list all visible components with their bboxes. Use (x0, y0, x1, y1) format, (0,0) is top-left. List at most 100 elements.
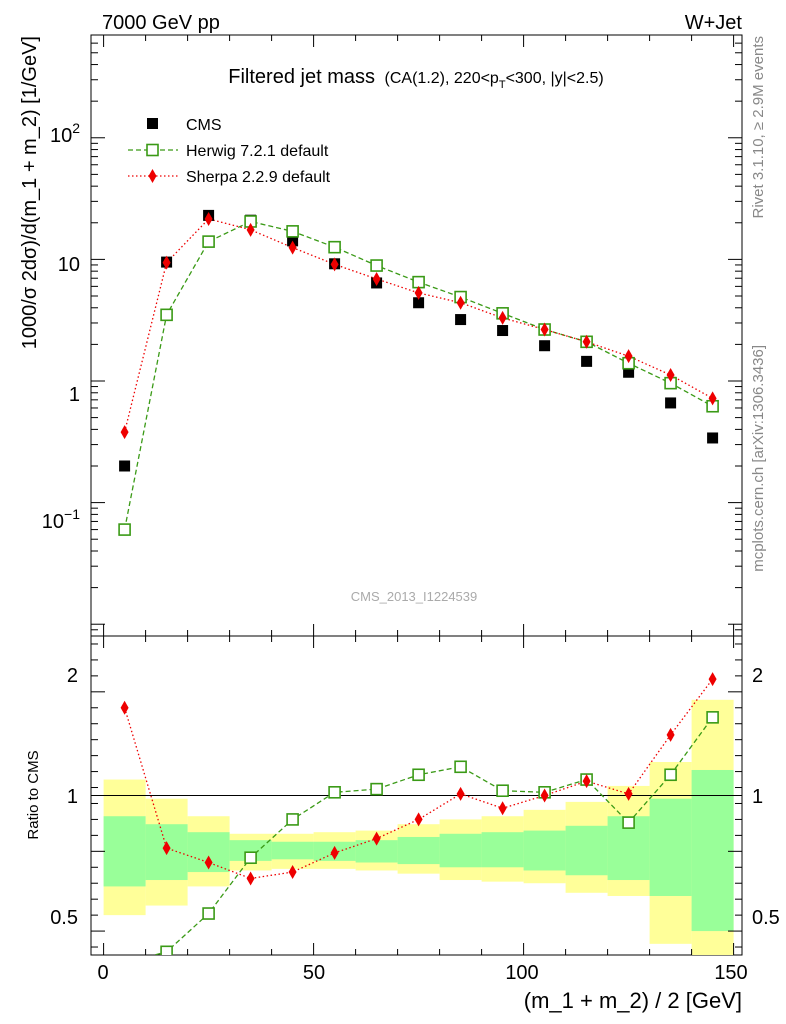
ratio-point-herwig-9 (496, 784, 509, 798)
uncertainty-bands (103, 699, 734, 955)
ratio-point-herwig-8 (454, 760, 467, 774)
main-point-herwig-5 (328, 240, 341, 254)
ratio-point-herwig-6 (370, 782, 383, 796)
ratio-point-herwig-13 (664, 768, 677, 782)
main-line-sherpa (123, 218, 713, 433)
chart-title-sub: T (499, 79, 506, 91)
ratio-point-sherpa-13 (666, 727, 675, 742)
main-point-cms-14 (707, 432, 719, 444)
main-point-cms-10 (539, 340, 551, 352)
ratio-point-herwig-1 (160, 945, 173, 955)
chart-title-detail-end: <300, |y|<2.5) (506, 70, 604, 87)
band-inner-13 (649, 798, 692, 896)
x-tick-label-150: 150 (714, 962, 747, 984)
band-inner-10 (523, 830, 566, 871)
ratio-point-sherpa-6 (372, 831, 381, 846)
band-inner-0 (103, 816, 146, 887)
ratio-point-sherpa-10 (540, 788, 549, 803)
legend-sherpa-marker (148, 169, 157, 183)
band-inner-11 (565, 825, 608, 876)
axis-ticks (91, 34, 742, 955)
ratio-point-herwig-5 (328, 786, 341, 799)
ratio-point-sherpa-9 (498, 801, 507, 816)
band-inner-4 (271, 841, 314, 860)
header-energy-label: 7000 GeV pp (102, 12, 220, 34)
legend-sherpa-label: Sherpa 2.2.9 default (186, 169, 331, 186)
main-point-sherpa-3 (246, 222, 255, 237)
ratio-point-herwig-4 (286, 813, 299, 826)
main-point-sherpa-10 (540, 322, 549, 337)
legend-cms-label: CMS (186, 117, 222, 134)
ratio-point-sherpa-4 (288, 865, 297, 880)
ratio-point-herwig-7 (412, 768, 425, 782)
ratio-point-herwig-12 (622, 816, 635, 829)
band-inner-8 (439, 833, 482, 868)
legend: CMS Herwig 7.2.1 default Sherpa 2.2.9 de… (128, 117, 331, 186)
ratio-point-sherpa-12 (624, 786, 633, 801)
main-point-cms-8 (455, 314, 467, 326)
x-tick-label-0: 0 (97, 962, 108, 984)
y-tick-label-100: 102 (50, 120, 80, 147)
band-inner-14 (691, 769, 734, 932)
main-point-sherpa-9 (498, 310, 507, 325)
x-tick-label-50: 50 (303, 962, 325, 984)
analysis-watermark: CMS_2013_I1224539 (351, 589, 478, 604)
ratio-point-herwig-14 (706, 711, 719, 724)
main-point-herwig-2 (202, 235, 215, 248)
rivet-version-label: Rivet 3.1.10, ≥ 2.9M events (750, 36, 767, 219)
x-tick-label-100: 100 (505, 962, 538, 984)
ratio-tick-label-1: 1 (67, 786, 78, 808)
ratio-series-markers (120, 672, 719, 955)
ratio-tick-label-0.5-right: 0.5 (752, 907, 780, 929)
legend-herwig-label: Herwig 7.2.1 default (186, 143, 329, 160)
main-point-cms-7 (413, 297, 425, 309)
main-point-cms-0 (119, 460, 131, 472)
chart-title-main: Filtered jet mass (228, 66, 375, 88)
legend-herwig-marker (146, 143, 159, 157)
main-point-sherpa-13 (666, 368, 675, 383)
main-point-cms-13 (665, 397, 677, 409)
ratio-point-sherpa-3 (246, 871, 255, 886)
main-point-sherpa-12 (624, 349, 633, 364)
chart-title-detail: (CA(1.2), 220<p (385, 70, 499, 87)
ratio-point-sherpa-2 (204, 855, 213, 870)
ratio-point-sherpa-0 (120, 700, 129, 715)
main-point-herwig-1 (160, 308, 173, 322)
ratio-point-herwig-3 (244, 851, 257, 865)
main-point-herwig-4 (286, 225, 299, 238)
legend-cms-marker (147, 118, 158, 129)
main-point-herwig-0 (118, 523, 131, 536)
y-axis-label: 1000/σ 2dσ)/d(m_1 + m_2) [1/GeV] (19, 36, 41, 349)
x-axis-label: (m_1 + m_2) / 2 [GeV] (524, 988, 742, 1013)
y-tick-label-0.1: 10−1 (42, 506, 80, 533)
ratio-point-herwig-2 (202, 907, 215, 920)
main-point-sherpa-11 (582, 334, 591, 349)
y-tick-label-1: 1 (69, 384, 80, 406)
ratio-point-sherpa-14 (708, 672, 717, 687)
ratio-tick-label-0.5: 0.5 (50, 907, 78, 929)
ratio-point-sherpa-1 (162, 841, 171, 856)
main-point-sherpa-7 (414, 285, 423, 300)
main-point-herwig-6 (370, 259, 383, 272)
band-inner-7 (397, 836, 440, 865)
ratio-tick-label-1-right: 1 (752, 786, 763, 808)
chart-title: Filtered jet mass (CA(1.2), 220<pT<300, … (228, 66, 603, 91)
ratio-point-sherpa-7 (414, 812, 423, 827)
main-point-cms-12 (623, 366, 635, 378)
main-point-sherpa-4 (288, 240, 297, 255)
ratio-tick-label-2: 2 (67, 665, 78, 687)
band-inner-9 (481, 832, 524, 868)
main-point-sherpa-6 (372, 271, 381, 286)
ratio-axis-label: Ratio to CMS (25, 750, 42, 839)
main-point-sherpa-8 (456, 295, 465, 310)
main-point-sherpa-5 (330, 257, 339, 272)
main-point-sherpa-14 (708, 391, 717, 406)
main-point-cms-11 (581, 355, 593, 367)
main-point-sherpa-2 (204, 211, 213, 226)
ratio-tick-label-2-right: 2 (752, 665, 763, 687)
main-point-cms-9 (497, 325, 509, 337)
main-point-sherpa-1 (162, 255, 171, 270)
ratio-point-sherpa-5 (330, 845, 339, 860)
main-series-markers (118, 209, 719, 536)
